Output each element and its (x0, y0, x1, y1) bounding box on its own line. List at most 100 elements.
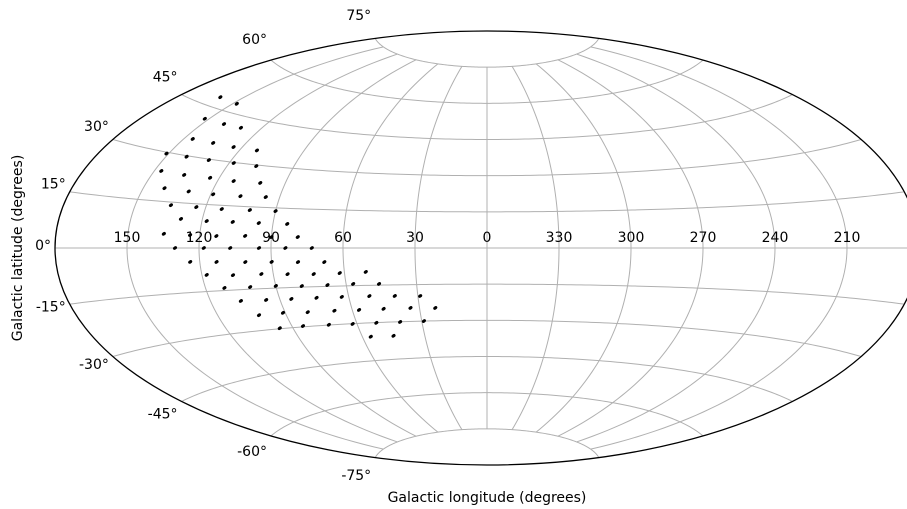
point (314, 296, 319, 300)
x-tick-label: 300 (618, 230, 645, 246)
point (204, 219, 209, 223)
point (376, 282, 382, 286)
longitude-grid-line (270, 59, 417, 437)
longitude-grid-line (557, 59, 704, 437)
point (162, 186, 167, 190)
point (178, 217, 183, 221)
point (381, 307, 386, 311)
point (337, 271, 342, 275)
point (332, 308, 337, 313)
y-tick-label: 0° (35, 238, 51, 254)
point (238, 299, 243, 303)
x-tick-label: 270 (690, 230, 717, 246)
x-tick-label: 150 (114, 230, 141, 246)
y-axis-label: Galactic latitude (degrees) (10, 155, 26, 342)
point (221, 122, 227, 126)
point (230, 220, 235, 224)
point (214, 234, 219, 238)
point (259, 272, 264, 276)
grid (54, 30, 907, 466)
latitude-grid-line (374, 428, 600, 458)
point (283, 246, 288, 250)
point (295, 260, 301, 264)
x-tick-label: 60 (334, 230, 352, 246)
point (269, 260, 274, 264)
point (322, 260, 327, 264)
point (263, 195, 268, 199)
y-tick-label: 15° (41, 176, 66, 192)
y-tick-label: -75° (341, 468, 371, 484)
y-tick-label: -30° (79, 357, 109, 373)
longitude-grid-line (342, 63, 439, 433)
point (273, 209, 278, 213)
point (228, 246, 233, 250)
point (206, 158, 211, 162)
point (433, 306, 438, 310)
point (309, 246, 314, 250)
point (289, 297, 294, 301)
point (256, 221, 261, 225)
point (243, 260, 248, 264)
point (243, 234, 248, 238)
point (184, 154, 189, 159)
point (211, 192, 216, 197)
y-tick-label: -60° (237, 444, 267, 460)
point (285, 272, 290, 276)
point (194, 205, 199, 209)
point (230, 273, 236, 277)
point (273, 284, 278, 288)
point (256, 246, 262, 250)
point (202, 116, 207, 121)
point (295, 235, 300, 239)
longitude-grid-line (590, 46, 848, 450)
point (256, 313, 262, 317)
point (248, 285, 253, 289)
point (186, 189, 191, 194)
point (398, 320, 403, 324)
point (254, 148, 259, 153)
longitude-grid-line (511, 66, 560, 430)
point (391, 334, 396, 338)
point (368, 334, 373, 339)
longitude-grid-line (198, 53, 398, 443)
point (182, 173, 187, 177)
point (357, 308, 362, 312)
y-tick-label: 45° (153, 70, 178, 86)
point (168, 203, 173, 207)
point (211, 141, 216, 145)
point (300, 324, 305, 328)
point (280, 311, 286, 315)
point (350, 322, 355, 326)
point (285, 222, 290, 226)
y-tick-label: 30° (84, 119, 109, 135)
point (188, 233, 193, 237)
y-tick-label: 60° (242, 32, 267, 48)
point (222, 286, 227, 290)
point (161, 232, 166, 236)
x-tick-label: 0 (483, 230, 492, 246)
point (264, 298, 269, 302)
x-tick-label: 210 (834, 230, 861, 246)
labels: 150 120 90 60 30 0 330 300 270 240 21075°60°45°30°… (35, 8, 860, 484)
point (231, 145, 236, 149)
point (269, 235, 274, 239)
point (204, 273, 209, 277)
point (201, 246, 206, 250)
latitude-grid-line (374, 38, 600, 68)
x-tick-label: 240 (762, 230, 789, 246)
point (254, 164, 259, 168)
point (208, 176, 213, 180)
x-tick-label: 30 (406, 230, 424, 246)
point (311, 272, 316, 276)
point (164, 151, 169, 156)
point (339, 295, 344, 299)
point (367, 294, 372, 298)
point (238, 194, 243, 198)
point (234, 101, 239, 106)
point (418, 294, 423, 298)
x-axis-label: Galactic longitude (degrees) (388, 490, 587, 506)
point (374, 321, 379, 325)
point (214, 260, 219, 264)
